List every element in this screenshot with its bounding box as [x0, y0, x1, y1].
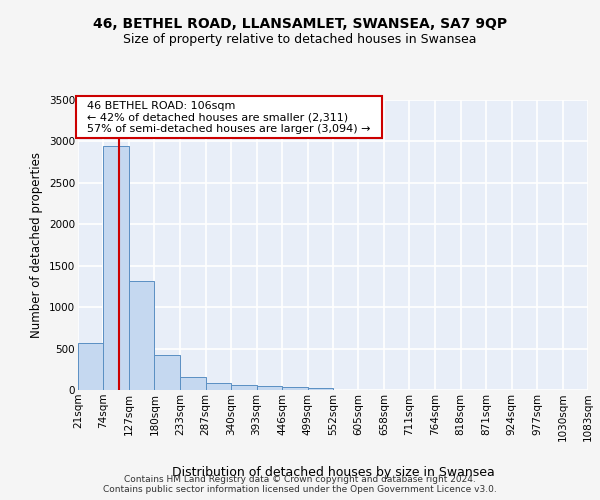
Bar: [257, 386, 282, 390]
Bar: [206, 384, 231, 390]
Bar: [180, 376, 206, 390]
Text: 46, BETHEL ROAD, LLANSAMLET, SWANSEA, SA7 9QP: 46, BETHEL ROAD, LLANSAMLET, SWANSEA, SA…: [93, 18, 507, 32]
Text: 46 BETHEL ROAD: 106sqm  
  ← 42% of detached houses are smaller (2,311)  
  57% : 46 BETHEL ROAD: 106sqm ← 42% of detached…: [80, 101, 378, 134]
Bar: [282, 387, 308, 390]
Bar: [154, 355, 180, 390]
Text: Contains HM Land Registry data © Crown copyright and database right 2024.
Contai: Contains HM Land Registry data © Crown c…: [103, 474, 497, 494]
Text: Size of property relative to detached houses in Swansea: Size of property relative to detached ho…: [123, 32, 477, 46]
Bar: [78, 343, 103, 390]
Text: Distribution of detached houses by size in Swansea: Distribution of detached houses by size …: [172, 466, 494, 479]
Bar: [231, 386, 257, 390]
Bar: [103, 146, 129, 390]
Bar: [129, 280, 154, 390]
Bar: [308, 388, 333, 390]
Y-axis label: Number of detached properties: Number of detached properties: [31, 152, 43, 338]
